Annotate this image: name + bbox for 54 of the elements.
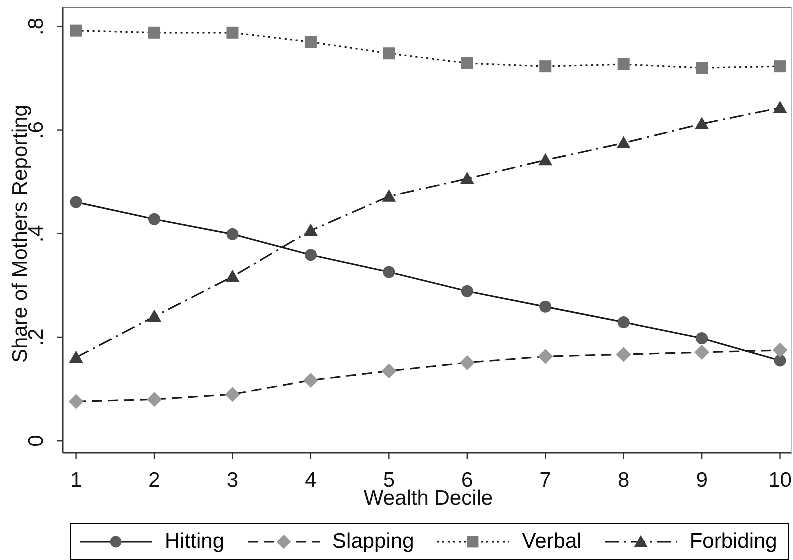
point xyxy=(383,266,396,278)
point xyxy=(382,364,397,379)
point xyxy=(695,117,710,130)
point xyxy=(540,60,552,73)
point xyxy=(461,285,474,298)
y-tick-label: .8 xyxy=(25,18,48,36)
point xyxy=(68,394,84,410)
point xyxy=(225,386,240,402)
point xyxy=(226,270,240,282)
point xyxy=(148,213,161,226)
point xyxy=(616,347,632,362)
point xyxy=(69,350,84,363)
point xyxy=(616,136,631,148)
legend-label: Hitting xyxy=(165,530,225,554)
point xyxy=(774,60,786,73)
point xyxy=(460,172,474,184)
point xyxy=(772,342,788,358)
x-tick-label: 10 xyxy=(768,468,792,492)
point xyxy=(461,57,474,70)
legend-label: Slapping xyxy=(332,530,414,554)
point xyxy=(383,48,396,60)
legend-label: Forbiding xyxy=(690,530,778,554)
point xyxy=(460,355,475,370)
point xyxy=(304,224,318,236)
point xyxy=(618,316,630,328)
point xyxy=(226,26,239,39)
point xyxy=(70,196,82,208)
point xyxy=(148,26,161,39)
point xyxy=(694,345,710,360)
x-tick-label: 4 xyxy=(305,468,318,492)
point xyxy=(540,300,552,313)
point xyxy=(696,332,708,345)
point xyxy=(538,349,554,364)
point xyxy=(538,153,553,166)
x-tick-label: 1 xyxy=(70,468,82,492)
point xyxy=(382,190,396,202)
x-tick-label: 2 xyxy=(148,468,160,492)
point xyxy=(304,249,317,262)
point xyxy=(696,62,708,74)
point xyxy=(148,310,162,322)
x-tick-label: 9 xyxy=(696,468,708,492)
point xyxy=(303,372,318,388)
y-tick-label: 0 xyxy=(25,435,48,447)
x-tick-label: 7 xyxy=(540,468,552,492)
point xyxy=(618,58,630,70)
point xyxy=(70,24,82,37)
point xyxy=(226,228,239,240)
x-tick-label: 8 xyxy=(618,468,630,492)
point xyxy=(147,392,162,408)
x-tick-label: 3 xyxy=(226,468,239,492)
point xyxy=(304,36,317,48)
point xyxy=(774,354,786,367)
legend-label: Verbal xyxy=(522,530,582,554)
point xyxy=(773,101,788,114)
